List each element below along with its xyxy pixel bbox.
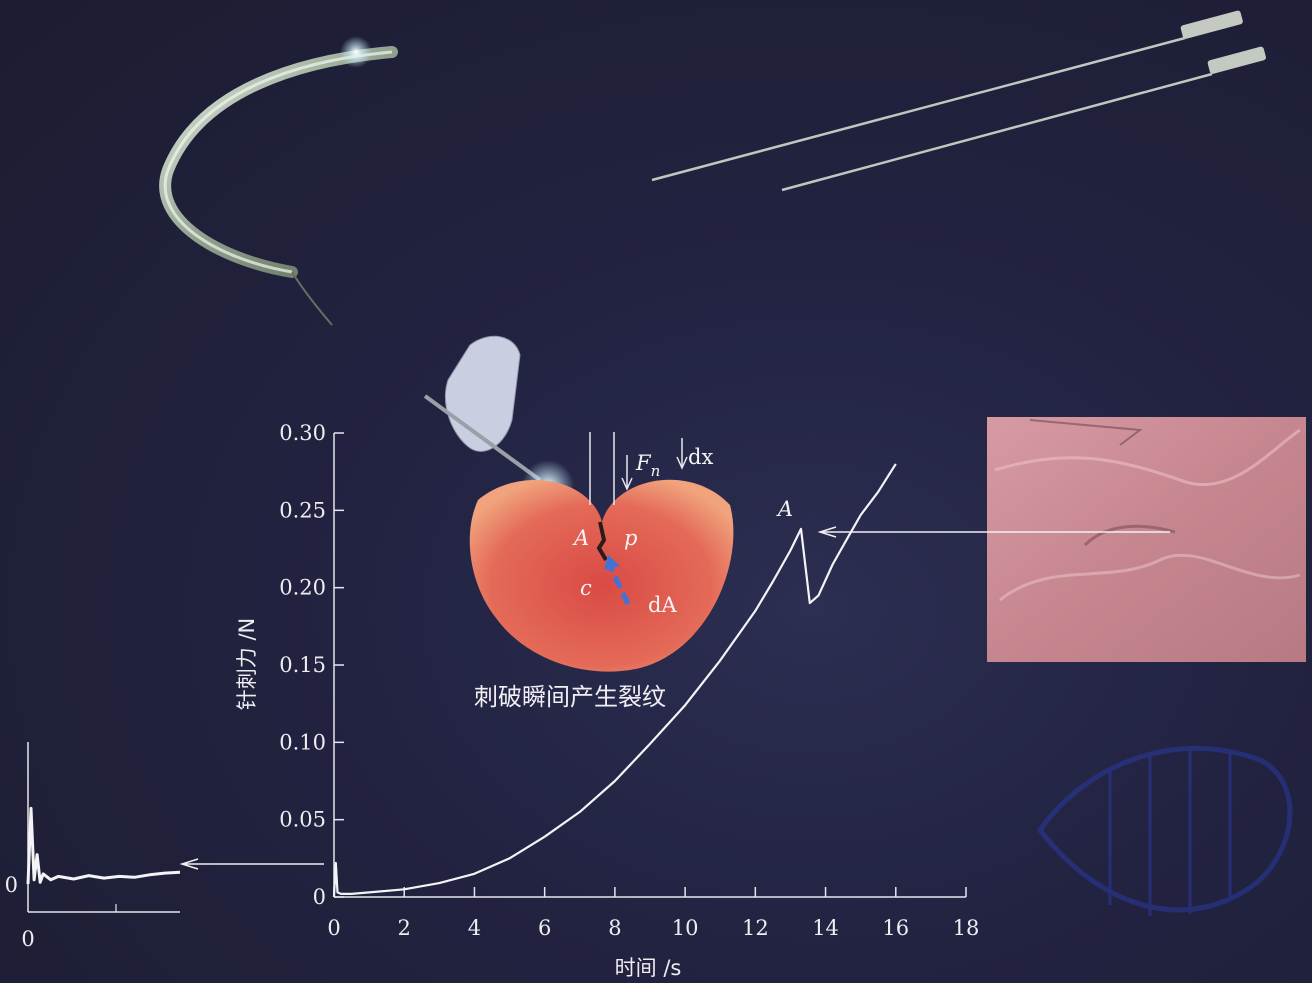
chart-series <box>332 463 897 898</box>
x-tick-label: 10 <box>672 916 699 940</box>
x-tick-label: 14 <box>812 916 839 940</box>
y-tick-label: 0.10 <box>279 730 326 754</box>
y-tick-label: 0.05 <box>279 808 326 832</box>
force-label: Fn <box>635 451 660 480</box>
inset-y-tick-label: 0 <box>5 873 18 897</box>
dna-helix-decoration <box>1036 746 1293 916</box>
y-tick-label: 0.20 <box>279 576 326 600</box>
tissue-micrograph <box>987 417 1306 662</box>
diagram-caption: 刺破瞬间产生裂纹 <box>474 683 666 711</box>
curved-needle-icon <box>159 36 398 326</box>
crack-length-label: c <box>580 576 592 600</box>
x-tick-label: 12 <box>742 916 769 940</box>
y-tick-label: 0 <box>313 885 326 909</box>
crack-growth-arrow <box>608 566 631 606</box>
x-tick-label: 0 <box>327 916 340 940</box>
y-axis-title: 针刺力 /N <box>235 618 259 710</box>
force-curve <box>332 463 897 898</box>
x-tick-label: 2 <box>398 916 411 940</box>
x-axis-title: 时间 /s <box>615 956 682 980</box>
inset-x-tick-label: 0 <box>21 927 34 951</box>
crack-point-label: A <box>572 526 589 550</box>
x-tick-label: 8 <box>608 916 621 940</box>
crack-area-label: dA <box>648 593 677 617</box>
point-a-label: A <box>776 497 793 521</box>
y-tick-label: 0.25 <box>279 498 326 522</box>
x-tick-label: 18 <box>953 916 980 940</box>
tissue-shape <box>469 479 734 672</box>
x-tick-label: 16 <box>882 916 909 940</box>
pressure-label: p <box>624 526 637 550</box>
tissue-diagram <box>469 432 734 672</box>
displacement-label: dx <box>688 445 713 469</box>
chart-ticks: 0 0.05 0.10 0.15 0.20 0.25 0.30 0 2 4 6 8 10 12 14 16 18 <box>279 421 979 940</box>
syringe-needles-icon <box>651 10 1266 192</box>
y-tick-label: 0.30 <box>279 421 326 445</box>
inset-force-curve <box>26 806 181 885</box>
inset-chart: 00 <box>5 742 181 951</box>
y-tick-label: 0.15 <box>279 653 326 677</box>
x-tick-label: 6 <box>538 916 551 940</box>
x-tick-label: 4 <box>468 916 481 940</box>
